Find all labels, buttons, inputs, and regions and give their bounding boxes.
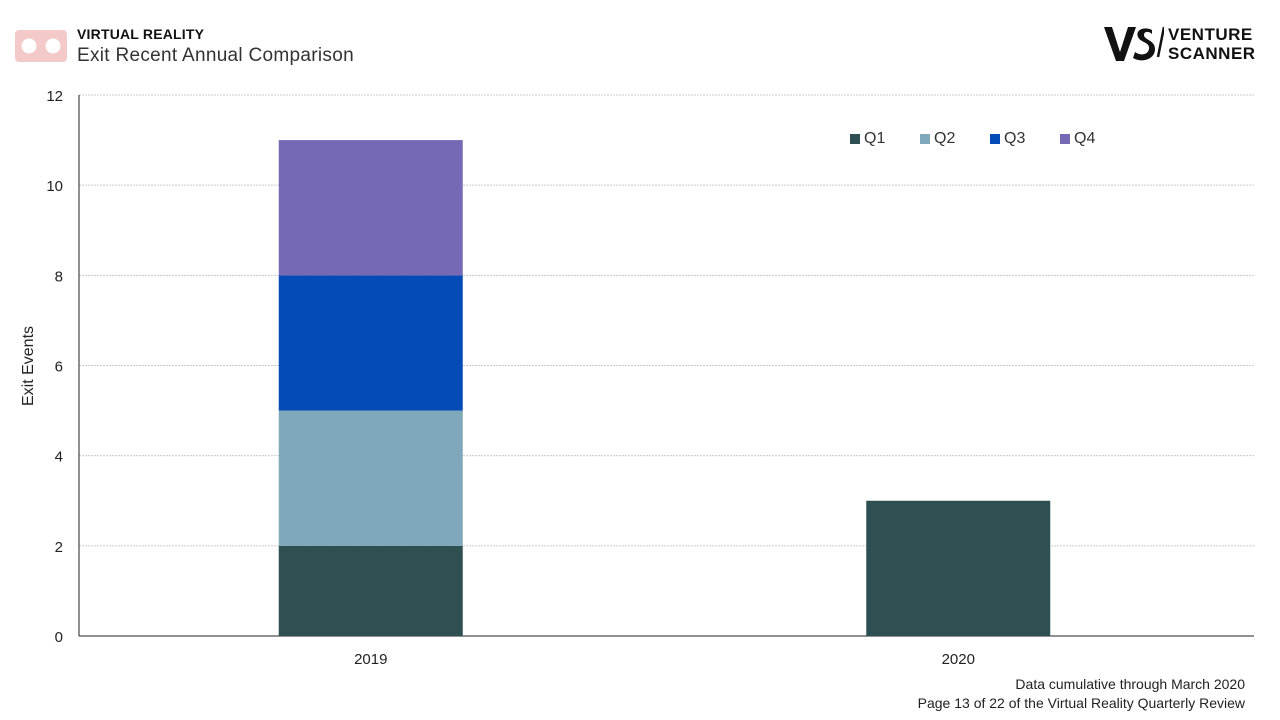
- legend-swatch: [1060, 134, 1070, 144]
- y-tick-label: 12: [46, 88, 63, 105]
- y-tick-label: 8: [55, 268, 63, 285]
- y-tick-label: 10: [46, 178, 63, 195]
- y-axis-label: Exit Events: [20, 326, 37, 406]
- brand-line-1: VENTURE: [1168, 25, 1253, 44]
- bar-segment-q1-2020: [866, 500, 1051, 636]
- vr-headset-icon: [15, 30, 67, 62]
- page-title: Exit Recent Annual Comparison: [77, 45, 354, 66]
- bar-segment-q2-2019: [278, 410, 463, 546]
- legend-label: Q1: [864, 130, 886, 147]
- brand-logo: VENTURE SCANNER: [1102, 24, 1262, 68]
- legend-item-q4: Q4: [1060, 130, 1130, 148]
- bar-segment-q3-2019: [278, 275, 463, 411]
- brand-name: VENTURE SCANNER: [1168, 25, 1256, 63]
- legend-item-q2: Q2: [920, 130, 990, 148]
- venture-scanner-logo-icon: [1104, 26, 1164, 61]
- x-tick-label: 2020: [942, 651, 975, 668]
- legend-item-q3: Q3: [990, 130, 1060, 148]
- legend-label: Q3: [1004, 130, 1026, 147]
- y-tick-label: 2: [55, 539, 63, 556]
- footer-note: Data cumulative through March 2020: [1015, 676, 1245, 692]
- legend-label: Q4: [1074, 130, 1096, 147]
- section-kicker: VIRTUAL REALITY: [77, 26, 205, 42]
- chart-legend: Q1 Q2 Q3 Q4: [850, 130, 1130, 148]
- legend-swatch: [850, 134, 860, 144]
- legend-swatch: [990, 134, 1000, 144]
- y-tick-label: 4: [55, 449, 63, 466]
- bar-segment-q1-2019: [278, 545, 463, 636]
- legend-label: Q2: [934, 130, 956, 147]
- footer-page-info: Page 13 of 22 of the Virtual Reality Qua…: [917, 695, 1245, 711]
- legend-item-q1: Q1: [850, 130, 920, 148]
- brand-line-2: SCANNER: [1168, 44, 1256, 63]
- bar-segment-q4-2019: [278, 140, 463, 276]
- y-tick-label: 6: [55, 359, 63, 376]
- legend-swatch: [920, 134, 930, 144]
- y-tick-label: 0: [55, 629, 63, 646]
- x-tick-label: 2019: [354, 651, 387, 668]
